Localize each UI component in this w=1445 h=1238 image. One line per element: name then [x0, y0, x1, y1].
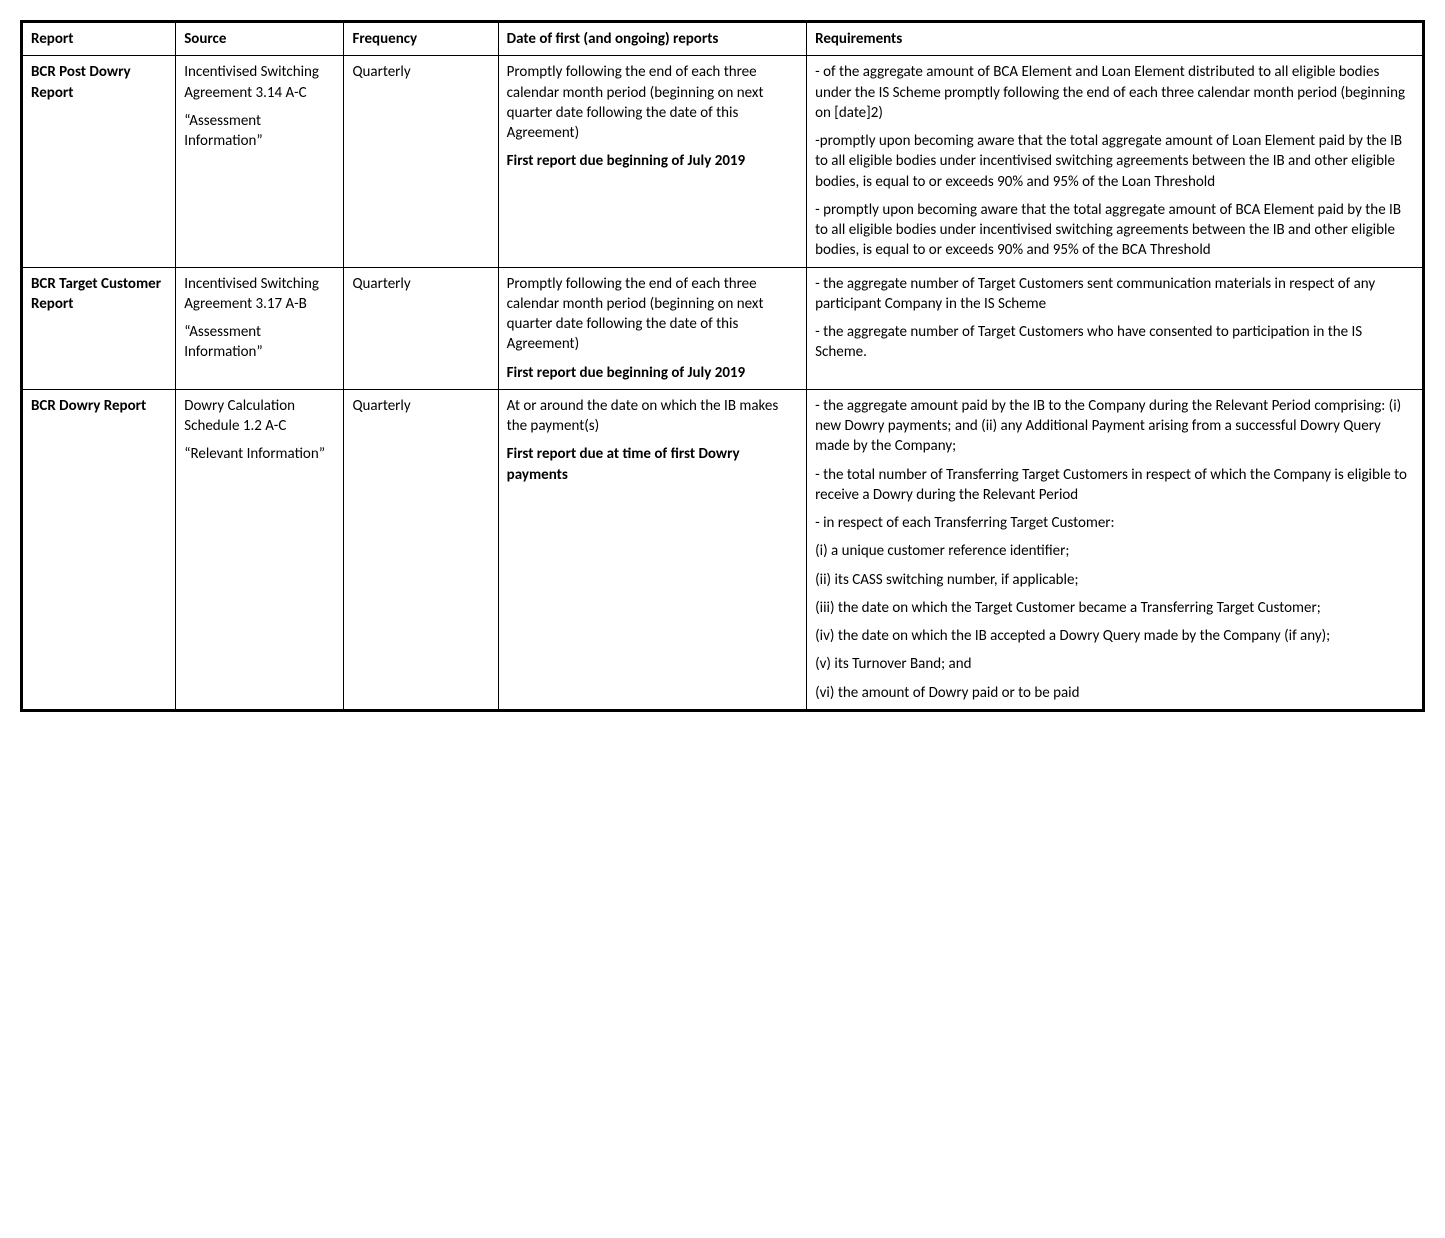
cell-requirements: - of the aggregate amount of BCA Element…: [807, 56, 1424, 267]
requirement-line: (v) its Turnover Band; and: [815, 654, 1414, 674]
col-header-requirements: Requirements: [807, 22, 1424, 56]
cell-frequency: Quarterly: [344, 56, 498, 267]
date-line: First report due at time of first Dowry …: [507, 444, 798, 485]
cell-requirements: - the aggregate number of Target Custome…: [807, 267, 1424, 389]
cell-source: Incentivised Switching Agreement 3.14 A-…: [176, 56, 344, 267]
date-line: First report due beginning of July 2019: [507, 363, 798, 383]
requirement-line: (vi) the amount of Dowry paid or to be p…: [815, 683, 1414, 703]
source-line: “Assessment Information”: [184, 322, 335, 363]
reports-table: Report Source Frequency Date of first (a…: [20, 20, 1425, 712]
cell-frequency: Quarterly: [344, 267, 498, 389]
cell-source: Incentivised Switching Agreement 3.17 A-…: [176, 267, 344, 389]
source-line: Dowry Calculation Schedule 1.2 A-C: [184, 396, 335, 437]
cell-report: BCR Dowry Report: [22, 389, 176, 710]
cell-report: BCR Target Customer Report: [22, 267, 176, 389]
table-body: BCR Post Dowry ReportIncentivised Switch…: [22, 56, 1424, 711]
table-header: Report Source Frequency Date of first (a…: [22, 22, 1424, 56]
date-line: Promptly following the end of each three…: [507, 62, 798, 143]
requirement-line: - the aggregate amount paid by the IB to…: [815, 396, 1414, 457]
requirement-line: - promptly upon becoming aware that the …: [815, 200, 1414, 261]
col-header-report: Report: [22, 22, 176, 56]
cell-source: Dowry Calculation Schedule 1.2 A-C “Relev…: [176, 389, 344, 710]
cell-date: Promptly following the end of each three…: [498, 56, 806, 267]
requirement-line: - the total number of Transferring Targe…: [815, 465, 1414, 506]
source-line: “Relevant Information”: [184, 444, 335, 464]
date-line: At or around the date on which the IB ma…: [507, 396, 798, 437]
table-row: BCR Post Dowry ReportIncentivised Switch…: [22, 56, 1424, 267]
cell-requirements: - the aggregate amount paid by the IB to…: [807, 389, 1424, 710]
header-row: Report Source Frequency Date of first (a…: [22, 22, 1424, 56]
requirement-line: (i) a unique customer reference identifi…: [815, 541, 1414, 561]
cell-report: BCR Post Dowry Report: [22, 56, 176, 267]
cell-frequency: Quarterly: [344, 389, 498, 710]
date-line: Promptly following the end of each three…: [507, 274, 798, 355]
requirement-line: - the aggregate number of Target Custome…: [815, 322, 1414, 363]
col-header-date: Date of first (and ongoing) reports: [498, 22, 806, 56]
table-row: BCR Dowry ReportDowry Calculation Schedu…: [22, 389, 1424, 710]
source-line: Incentivised Switching Agreement 3.17 A-…: [184, 274, 335, 315]
source-line: “Assessment Information”: [184, 111, 335, 152]
requirement-line: - of the aggregate amount of BCA Element…: [815, 62, 1414, 123]
source-line: Incentivised Switching Agreement 3.14 A-…: [184, 62, 335, 103]
col-header-source: Source: [176, 22, 344, 56]
requirement-line: (ii) its CASS switching number, if appli…: [815, 570, 1414, 590]
table-row: BCR Target Customer ReportIncentivised S…: [22, 267, 1424, 389]
requirement-line: (iv) the date on which the IB accepted a…: [815, 626, 1414, 646]
requirement-line: (iii) the date on which the Target Custo…: [815, 598, 1414, 618]
requirement-line: - the aggregate number of Target Custome…: [815, 274, 1414, 315]
requirement-line: -promptly upon becoming aware that the t…: [815, 131, 1414, 192]
date-line: First report due beginning of July 2019: [507, 151, 798, 171]
cell-date: Promptly following the end of each three…: [498, 267, 806, 389]
requirement-line: - in respect of each Transferring Target…: [815, 513, 1414, 533]
cell-date: At or around the date on which the IB ma…: [498, 389, 806, 710]
col-header-frequency: Frequency: [344, 22, 498, 56]
